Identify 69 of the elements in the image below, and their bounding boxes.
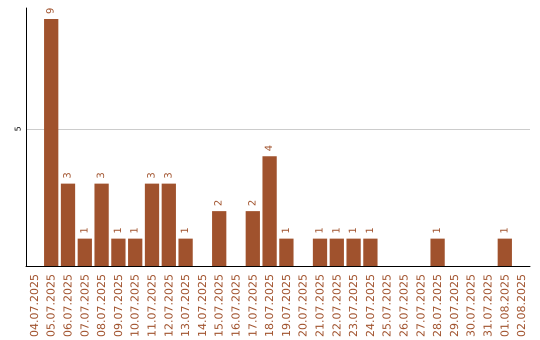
bar (128, 238, 142, 266)
x-tick-label: 02.08.2025 (515, 274, 528, 338)
data-label: 1 (364, 227, 376, 234)
data-label: 3 (163, 172, 174, 179)
x-tick-label: 10.07.2025 (128, 274, 142, 338)
bar (498, 238, 512, 266)
data-label: 2 (247, 200, 258, 206)
bar (312, 238, 328, 266)
x-tick-label: 27.07.2025 (414, 274, 428, 338)
bar (144, 184, 160, 266)
bar (44, 18, 58, 266)
bar (246, 211, 260, 266)
x-tick-label: 22.07.2025 (330, 274, 344, 338)
x-tick-label: 18.07.2025 (263, 274, 276, 338)
x-tick-label: 09.07.2025 (112, 274, 125, 338)
data-label: 1 (79, 227, 90, 234)
bar (346, 238, 361, 266)
bar (78, 238, 92, 266)
bar (262, 156, 277, 266)
data-label: 3 (62, 172, 74, 179)
x-tick-label: 23.07.2025 (347, 274, 360, 338)
bar (279, 238, 294, 266)
data-label: 1 (314, 227, 326, 234)
x-tick-label: 12.07.2025 (162, 274, 176, 338)
data-label: 1 (331, 227, 342, 234)
x-tick-label: 05.07.2025 (44, 274, 58, 338)
data-label: 3 (96, 172, 108, 179)
data-label: 1 (180, 227, 192, 234)
x-tick-label: 20.07.2025 (296, 274, 310, 338)
x-tick-label: 17.07.2025 (246, 274, 260, 338)
x-tick-label: 01.08.2025 (498, 274, 512, 338)
bar (111, 238, 126, 266)
bar (94, 184, 109, 266)
x-tick-label: 19.07.2025 (280, 274, 293, 338)
data-label: 2 (214, 200, 225, 206)
data-label: 1 (280, 227, 292, 234)
data-label: 1 (499, 227, 510, 234)
x-tick-label: 11.07.2025 (146, 274, 158, 338)
x-tick-label: 08.07.2025 (95, 274, 108, 338)
x-tick-label: 31.07.2025 (482, 274, 494, 338)
x-tick-label: 07.07.2025 (78, 274, 92, 338)
bar (363, 238, 378, 266)
x-tick-label: 29.07.2025 (448, 274, 461, 338)
bar (60, 184, 76, 266)
bar (330, 238, 344, 266)
x-tick-label: 14.07.2025 (196, 274, 209, 338)
y-tick-label: 5 (14, 126, 22, 132)
data-label: 9 (46, 8, 57, 14)
bar (162, 184, 176, 266)
data-label: 1 (130, 227, 141, 234)
x-tick-label: 06.07.2025 (62, 274, 74, 338)
data-label: 1 (112, 227, 124, 234)
x-tick-label: 28.07.2025 (431, 274, 444, 338)
data-label: 1 (432, 227, 444, 234)
bar (178, 238, 193, 266)
x-tick-label: 26.07.2025 (398, 274, 410, 338)
x-tick-label: 13.07.2025 (179, 274, 192, 338)
x-tick-label: 16.07.2025 (230, 274, 242, 338)
x-tick-label: 24.07.2025 (364, 274, 377, 338)
data-label: 3 (146, 172, 158, 179)
x-tick-label: 15.07.2025 (212, 274, 226, 338)
bar (212, 211, 226, 266)
x-tick-label: 25.07.2025 (380, 274, 394, 338)
data-label: 1 (348, 227, 360, 234)
x-tick-label: 30.07.2025 (464, 274, 478, 338)
x-tick-label: 04.07.2025 (28, 274, 41, 338)
data-label: 4 (264, 144, 276, 152)
x-tick-label: 21.07.2025 (314, 274, 326, 338)
bar (430, 238, 445, 266)
